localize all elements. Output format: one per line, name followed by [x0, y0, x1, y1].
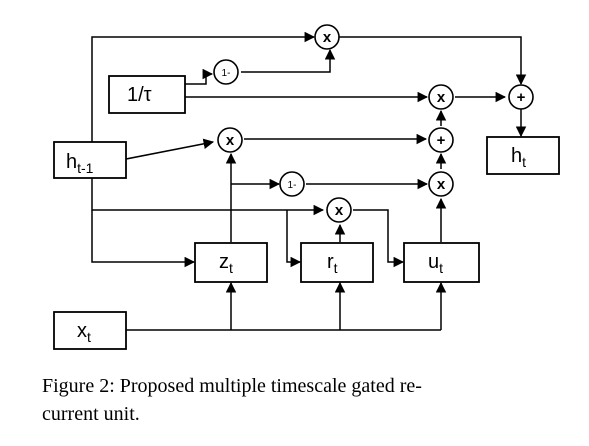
wire-hprev-to-top-mult: [91, 31, 316, 144]
svg-text:1-: 1-: [222, 68, 231, 79]
svg-text:1/τ: 1/τ: [127, 84, 152, 106]
box-u-t: ut: [403, 242, 480, 283]
svg-text:+: +: [517, 89, 526, 106]
svg-text:ht-1: ht-1: [66, 151, 94, 176]
one-minus-node-top: 1-: [213, 59, 239, 85]
svg-text:x: x: [437, 176, 446, 193]
mult-node-mid: x: [428, 84, 454, 110]
mult-node-top: x: [314, 24, 340, 50]
figure-caption: Figure 2: Proposed multiple timescale ga…: [42, 372, 562, 428]
mult-node-lower: x: [428, 171, 454, 197]
gru-diagram: ht-1 1/τ ht zt rt ut xt x 1- x +: [53, 24, 560, 350]
box-x-t: xt: [53, 311, 127, 350]
svg-text:+: +: [437, 132, 446, 149]
wire-top-mult-to-sum: [339, 36, 527, 86]
svg-text:ut: ut: [428, 251, 443, 276]
box-z-t: zt: [194, 242, 268, 283]
sum-node-candidate: +: [428, 127, 454, 153]
sum-node-final: +: [508, 84, 534, 110]
wire-r-mult-to-u: [353, 209, 405, 268]
svg-text:x: x: [437, 89, 446, 106]
svg-text:1-: 1-: [288, 180, 297, 191]
wire-tau-to-oneminus: [185, 68, 214, 85]
box-r-t: rt: [300, 242, 374, 283]
wire-hprev-to-z: [91, 210, 196, 268]
box-h-prev: ht-1: [53, 141, 127, 179]
box-inv-tau: 1/τ: [108, 75, 186, 114]
svg-text:ht: ht: [511, 145, 526, 170]
mult-node-r: x: [326, 197, 352, 223]
caption-line-2: current unit.: [42, 403, 140, 425]
svg-text:x: x: [335, 202, 344, 219]
svg-text:zt: zt: [219, 251, 233, 276]
box-h-t: ht: [486, 136, 560, 175]
wire-hprev-to-z-mult: [125, 138, 215, 160]
svg-text:xt: xt: [77, 320, 91, 345]
mult-node-z: x: [217, 127, 243, 153]
caption-line-1: Figure 2: Proposed multiple timescale ga…: [42, 375, 422, 397]
connections: [91, 31, 527, 331]
svg-text:rt: rt: [327, 251, 338, 276]
svg-text:x: x: [323, 29, 332, 46]
wire-oneminus-to-top-mult: [241, 48, 336, 73]
svg-text:x: x: [226, 132, 235, 149]
wire-hprev-to-r: [286, 210, 302, 268]
one-minus-node-z: 1-: [279, 171, 305, 197]
